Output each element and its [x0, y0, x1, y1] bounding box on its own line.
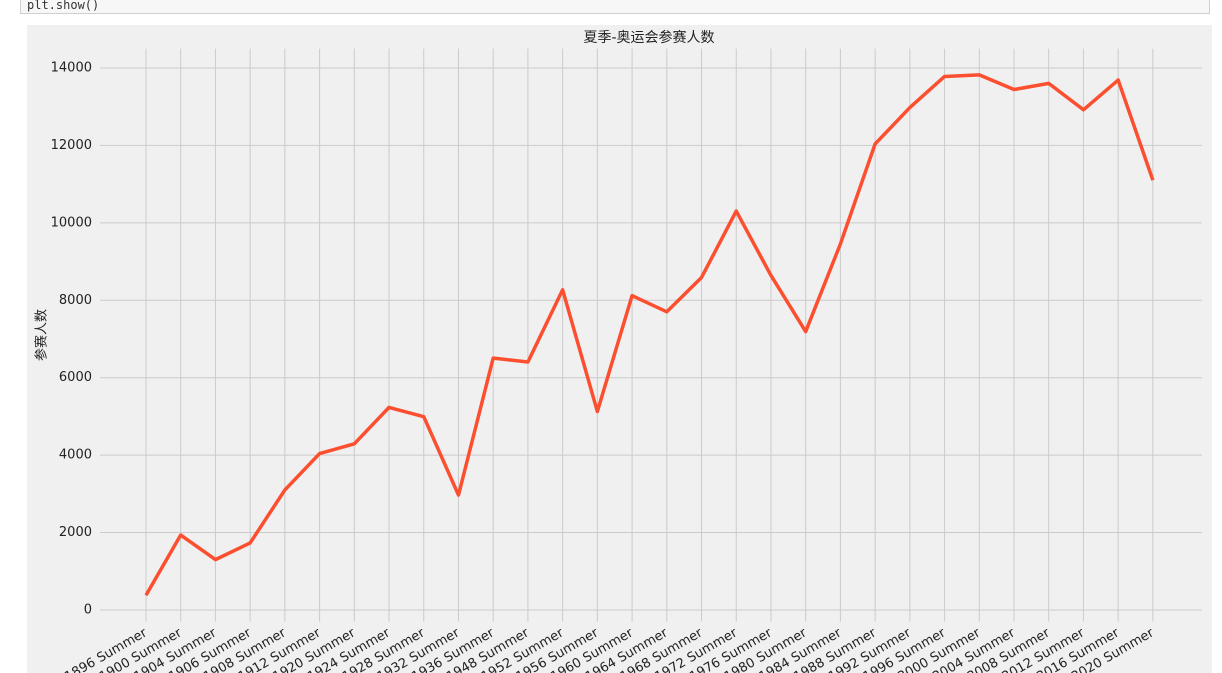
y-tick-label: 8000 [59, 293, 92, 308]
line-series [144, 73, 1155, 597]
chart-title: 夏季-奥运会参赛人数 [583, 29, 714, 46]
code-cell: plt.show() [20, 0, 1210, 14]
y-axis-label: 参赛人数 [34, 309, 50, 361]
y-tick-label: 4000 [59, 448, 92, 463]
y-tick-label: 2000 [59, 525, 92, 540]
y-tick-label: 0 [84, 602, 92, 617]
y-tick-label: 12000 [51, 138, 92, 153]
y-tick-label: 14000 [51, 60, 92, 75]
y-tick-label: 6000 [59, 370, 92, 385]
y-tick-label: 10000 [51, 215, 92, 230]
chart-background [27, 25, 1212, 673]
